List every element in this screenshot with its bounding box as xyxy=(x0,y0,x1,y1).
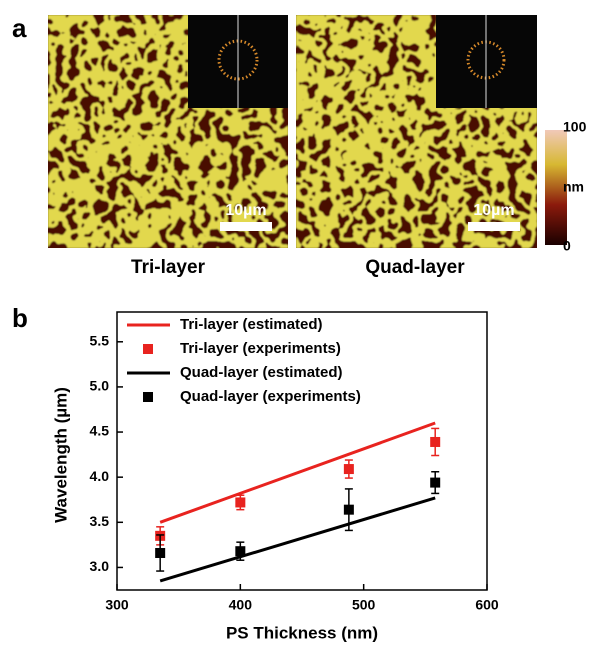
scale-bar xyxy=(220,222,272,231)
legend-label: Tri-layer (experiments) xyxy=(180,340,341,357)
colorbar-label: 100 xyxy=(563,119,587,135)
x-tick-label: 400 xyxy=(229,597,253,613)
panel-label: a xyxy=(12,13,27,43)
y-tick-label: 3.5 xyxy=(90,513,110,529)
panel-label: b xyxy=(12,303,28,333)
y-axis-label: Wavelength (µm) xyxy=(51,387,70,523)
marker xyxy=(343,504,354,515)
marker xyxy=(155,547,166,558)
series-line xyxy=(159,421,436,524)
marker xyxy=(430,436,441,447)
x-tick-label: 500 xyxy=(352,597,376,613)
colorbar-label: 0 xyxy=(563,238,571,254)
x-axis-label: PS Thickness (nm) xyxy=(226,623,378,642)
caption: Quad-layer xyxy=(365,257,465,278)
y-tick-label: 5.0 xyxy=(90,378,110,394)
legend-swatch xyxy=(143,344,153,354)
legend-label: Tri-layer (estimated) xyxy=(180,316,323,333)
scale-bar-label: 10µm xyxy=(225,202,266,219)
marker xyxy=(430,477,441,488)
colorbar-label: nm xyxy=(563,179,584,195)
scale-bar-label: 10µm xyxy=(473,202,514,219)
x-tick-label: 600 xyxy=(475,597,499,613)
y-tick-label: 5.5 xyxy=(90,332,110,348)
x-tick-label: 300 xyxy=(105,597,129,613)
colorbar xyxy=(545,130,567,245)
fft-inset xyxy=(188,15,537,108)
marker xyxy=(235,497,246,508)
y-tick-label: 3.0 xyxy=(90,558,110,574)
marker xyxy=(343,464,354,475)
marker xyxy=(235,546,246,557)
plot-frame xyxy=(116,311,488,591)
series-line xyxy=(159,496,436,583)
y-tick-label: 4.0 xyxy=(90,468,110,484)
caption: Tri-layer xyxy=(131,257,206,278)
legend-label: Quad-layer (experiments) xyxy=(180,388,361,405)
y-tick-label: 4.5 xyxy=(90,423,110,439)
legend-swatch xyxy=(143,392,153,402)
legend-label: Quad-layer (estimated) xyxy=(180,364,343,381)
scale-bar xyxy=(468,222,520,231)
